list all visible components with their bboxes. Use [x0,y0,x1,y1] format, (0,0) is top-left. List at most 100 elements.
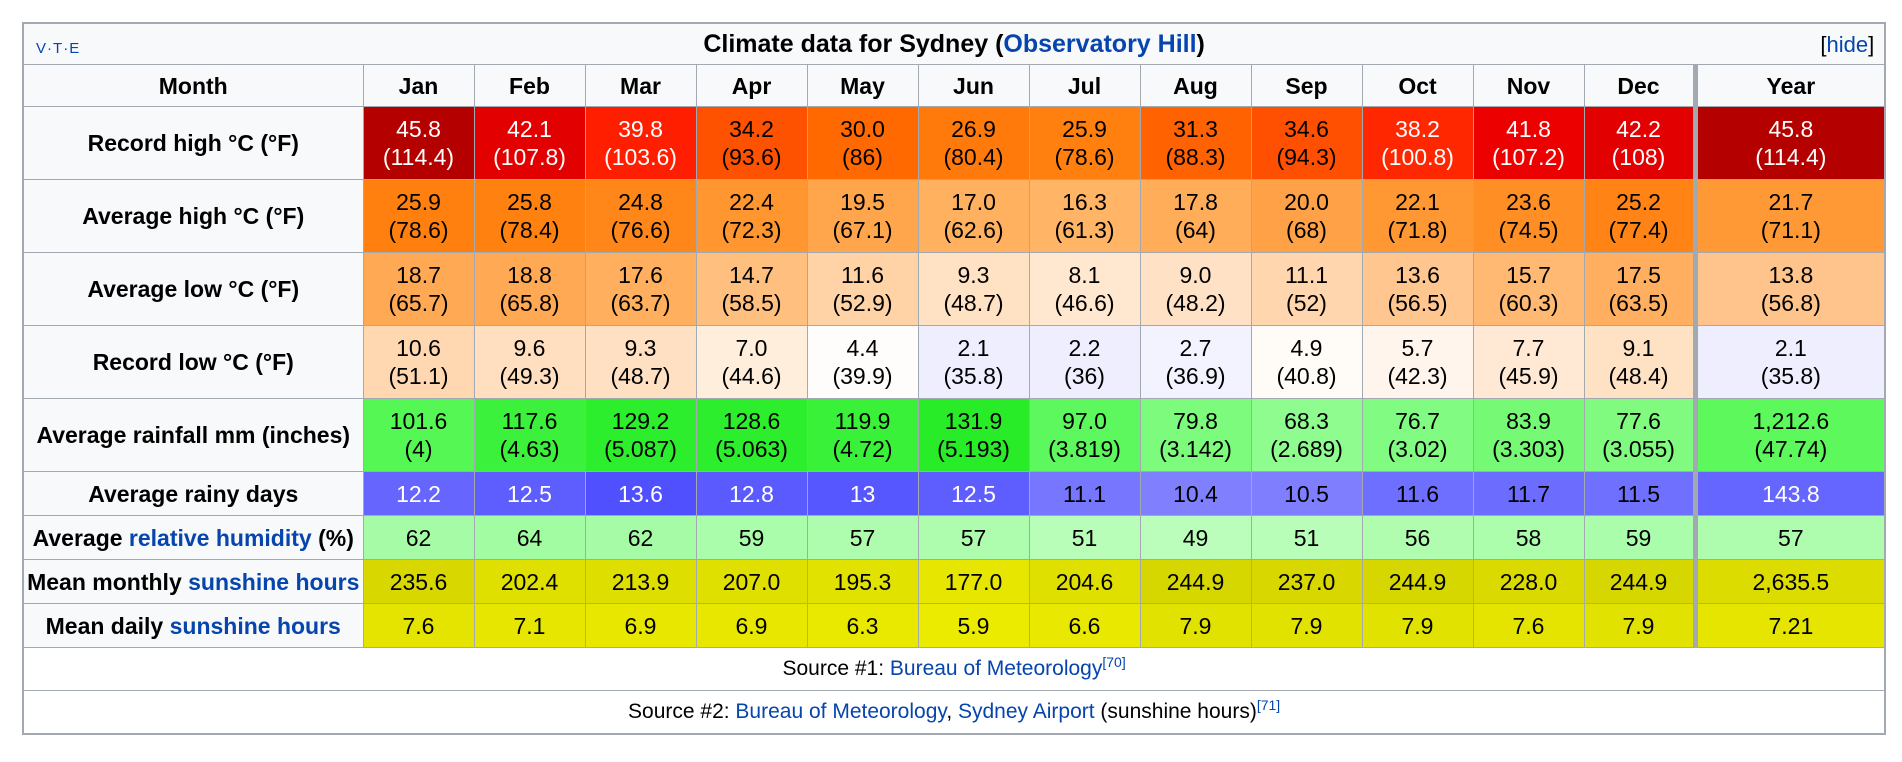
cell-value: 39.8 [618,116,663,142]
cell-value: 7.7 [1512,335,1545,361]
data-row: Record low °C (°F) 10.6 (51.1) 9.6 (49.3) 9.3… [22,325,1886,399]
cell-imperial-value: (3.303) [1492,436,1565,462]
nav-separator: · [47,40,54,57]
month-header-jan: Jan [362,64,475,107]
month-cell: 31.3 (88.3) [1139,106,1252,180]
row-label: Average rainy days [22,471,364,516]
year-cell: 2.1 (35.8) [1692,325,1886,399]
citation-reference[interactable]: [71] [1256,697,1281,713]
cell-value: 9.3 [957,262,990,288]
cell-imperial-value: (5.063) [715,436,788,462]
talk-template-link[interactable]: T [53,40,64,57]
month-cell: 244.9 [1361,559,1474,604]
month-cell: 51 [1250,515,1363,560]
month-cell: 64 [473,515,586,560]
cell-value: 7.21 [1768,612,1814,639]
month-cell: 9.3 (48.7) [584,325,697,399]
citation-reference[interactable]: [70] [1102,654,1126,670]
cell-value: 10.5 [1284,480,1329,507]
cell-value: 11.6 [840,262,885,288]
month-cell: 9.1 (48.4) [1583,325,1696,399]
month-cell: 117.6 (4.63) [473,398,586,472]
cell-value: 4.4 [846,335,879,361]
month-cell: 20.0 (68) [1250,179,1363,253]
month-cell: 79.8 (3.142) [1139,398,1252,472]
month-cell: 38.2 (100.8) [1361,106,1474,180]
cell-imperial-value: (100.8) [1381,144,1454,170]
hide-bracket-close: ] [1868,32,1875,57]
cell-imperial-value: (36) [1064,363,1105,389]
source-row: Source #2: Bureau of Meteorology, Sydney… [22,690,1886,735]
source-row: Source #1: Bureau of Meteorology[70] [22,647,1886,691]
cell-value: 9.3 [624,335,657,361]
month-cell: 4.9 (40.8) [1250,325,1363,399]
row-label-link[interactable]: relative humidity [128,524,312,551]
cell-imperial-value: (51.1) [388,363,449,389]
cell-value: 62 [627,524,654,551]
month-cell: 11.5 [1583,471,1696,516]
cell-imperial-value: (76.6) [610,217,671,243]
month-cell: 2.1 (35.8) [917,325,1030,399]
cell-value: 237.0 [1277,568,1336,595]
cell-value: 9.6 [513,335,546,361]
climate-table: V·T·E Climate data for Sydney (Observato… [22,22,1887,735]
month-header-mar: Mar [584,64,697,107]
cell-value: 12.5 [507,480,552,507]
row-label-link[interactable]: sunshine hours [169,612,341,639]
month-cell: 11.7 [1472,471,1585,516]
year-cell: 21.7 (71.1) [1692,179,1886,253]
month-cell: 59 [1583,515,1696,560]
month-cell: 177.0 [917,559,1030,604]
month-cell: 10.4 [1139,471,1252,516]
cell-value: 101.6 [389,408,448,434]
cell-imperial-value: (71.8) [1387,217,1448,243]
cell-imperial-value: (67.1) [832,217,893,243]
month-cell: 9.6 (49.3) [473,325,586,399]
row-label: Record low °C (°F) [22,325,364,399]
cell-value: 129.2 [611,408,670,434]
month-cell: 10.5 [1250,471,1363,516]
cell-value: 97.0 [1062,408,1107,434]
cell-value: 7.6 [402,612,435,639]
source-link[interactable]: Bureau of Meteorology [889,657,1103,680]
row-label-link[interactable]: sunshine hours [188,568,360,595]
cell-imperial-value: (35.8) [1760,363,1821,389]
month-cell: 57 [806,515,919,560]
edit-template-link[interactable]: E [69,40,81,57]
cell-value: 16.3 [1062,189,1107,215]
cell-imperial-value: (48.4) [1608,363,1669,389]
cell-value: 7.9 [1290,612,1323,639]
cell-value: 22.1 [1395,189,1440,215]
observatory-hill-link[interactable]: Observatory Hill [1003,30,1197,58]
month-cell: 34.6 (94.3) [1250,106,1363,180]
cell-imperial-value: (77.4) [1608,217,1669,243]
source-link[interactable]: Sydney Airport [958,700,1095,723]
month-header-dec: Dec [1583,64,1696,107]
month-cell: 7.9 [1583,603,1696,648]
source-link[interactable]: Bureau of Meteorology [735,700,947,723]
data-row: Average relative humidity (%) 62 64 62 59 57 5… [22,515,1886,560]
cell-value: 13.6 [1395,262,1440,288]
month-cell: 77.6 (3.055) [1583,398,1696,472]
cell-value: 77.6 [1616,408,1661,434]
cell-imperial-value: (35.8) [943,363,1004,389]
view-template-link[interactable]: V [36,40,48,57]
cell-value: 30.0 [840,116,885,142]
month-cell: 237.0 [1250,559,1363,604]
month-cell: 6.6 [1028,603,1141,648]
cell-value: 10.4 [1173,480,1218,507]
cell-value: 25.2 [1616,189,1661,215]
cell-value: 31.3 [1173,116,1218,142]
cell-value: 17.6 [618,262,663,288]
month-cell: 17.5 (63.5) [1583,252,1696,326]
cell-value: 83.9 [1506,408,1551,434]
hide-link[interactable]: hide [1826,32,1869,57]
cell-value: 213.9 [611,568,670,595]
cell-value: 2.1 [957,335,990,361]
cell-value: 9.0 [1179,262,1212,288]
month-cell: 49 [1139,515,1252,560]
month-cell: 42.1 (107.8) [473,106,586,180]
cell-value: 49 [1182,524,1209,551]
month-cell: 62 [584,515,697,560]
cell-value: 58 [1515,524,1542,551]
